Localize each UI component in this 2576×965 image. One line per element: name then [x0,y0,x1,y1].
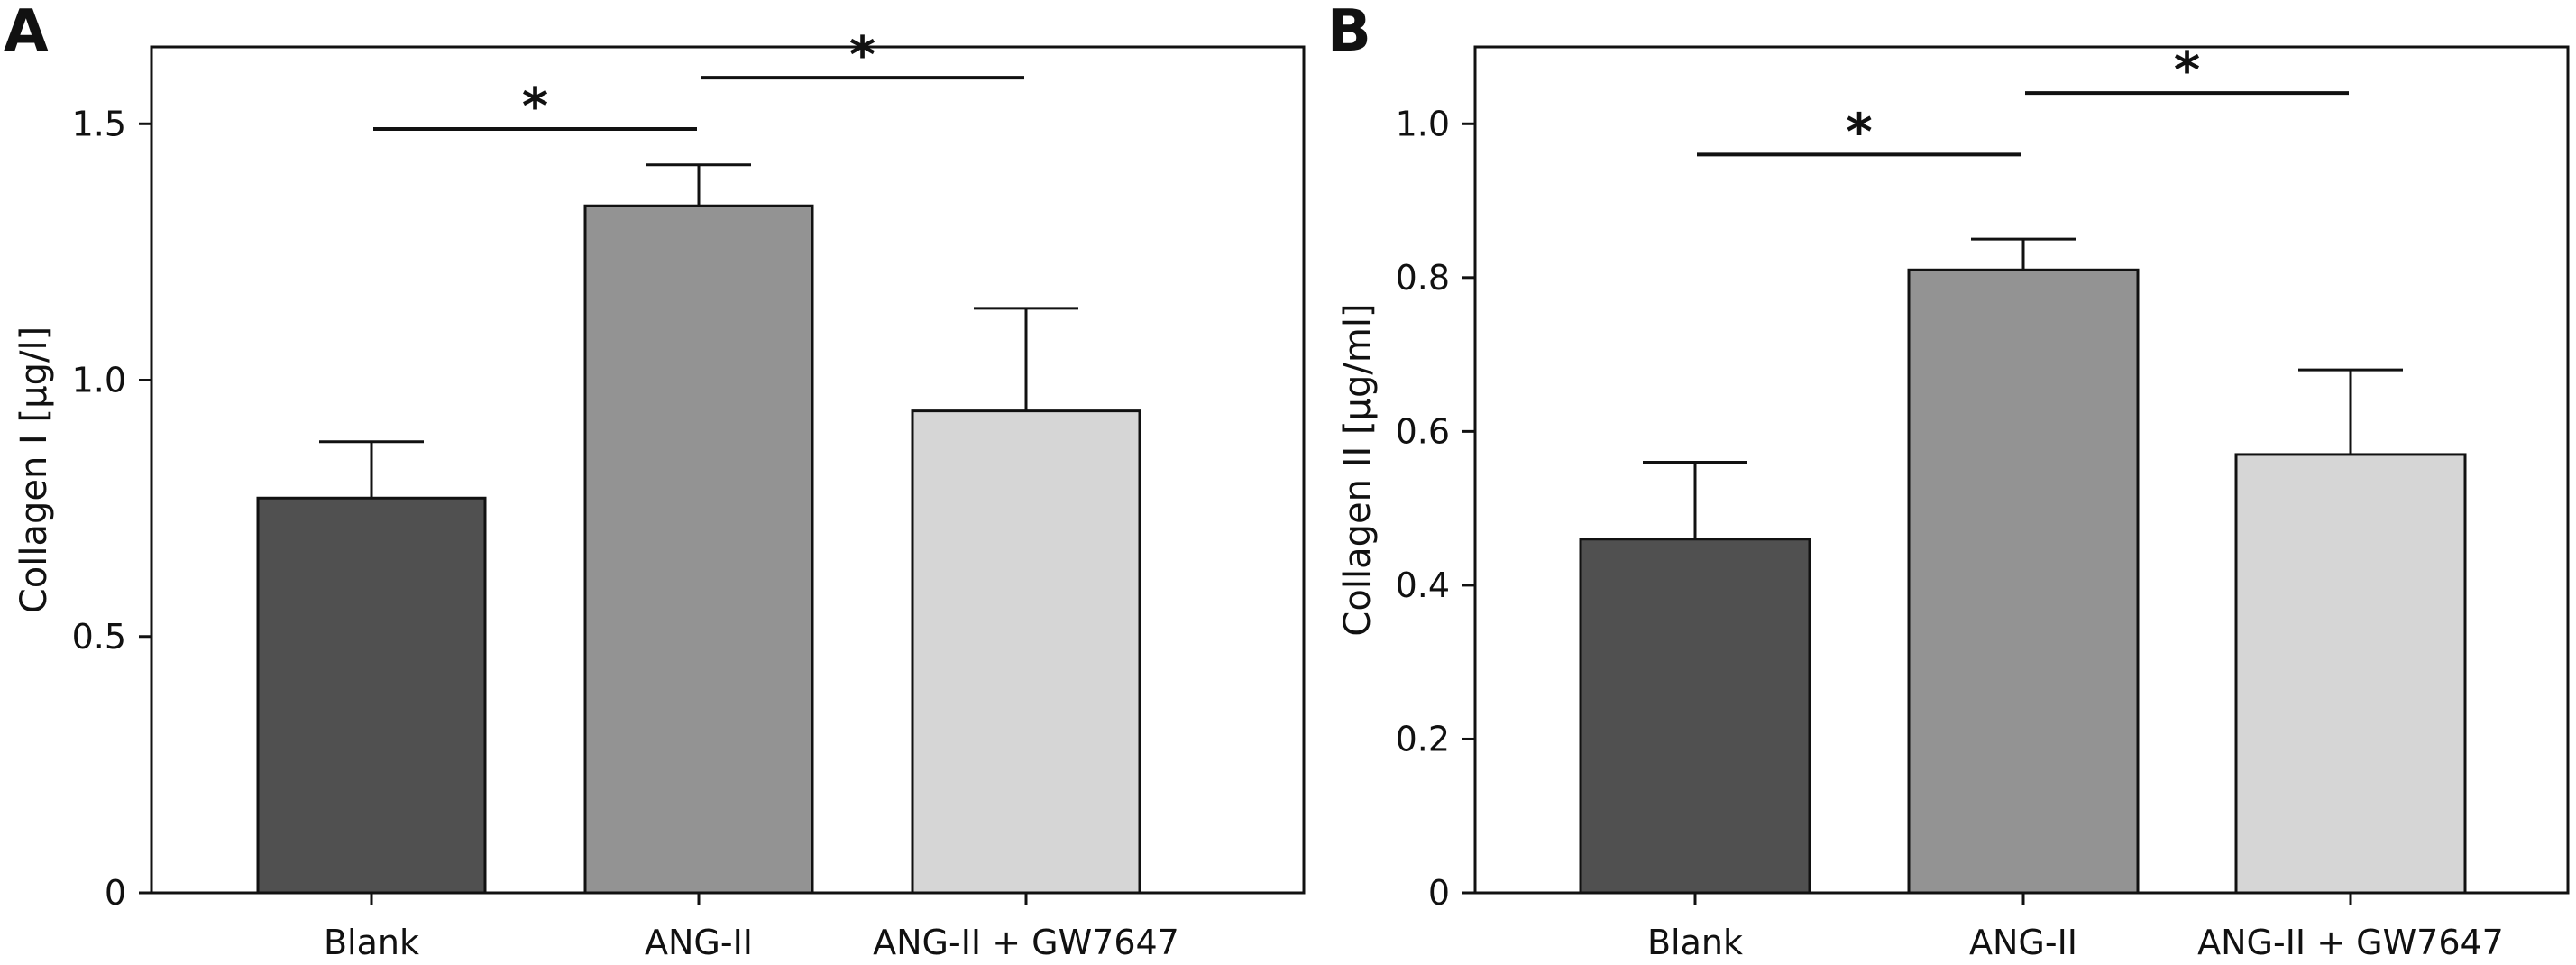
bar [2234,453,2467,895]
x-tick-label: ANG-II [1969,923,2077,962]
bar [1579,538,1811,895]
significance-star: * [522,78,548,136]
significance-star: * [2174,41,2200,100]
panel-letter: A [4,0,49,65]
y-tick-label: 0.6 [1396,411,1450,451]
y-axis-title: Collagen II [µg/ml] [1337,303,1379,636]
significance-star: * [849,26,875,85]
chart-panel-b: B 0 0.2 0.4 0.6 0.8 1.0 Collagen II [µg/ml] Blan… [1327,0,2570,962]
significance-star: * [1846,103,1872,161]
chart-panel-a: A 0 0.5 1.0 1.5 Collagen I [µg/l] Blank ANG-II A… [4,0,1306,962]
y-tick-label: 1.5 [72,104,126,143]
y-tick-label: 1.0 [72,361,126,400]
x-tick-label: Blank [324,923,419,962]
y-tick-label: 0.5 [72,617,126,657]
x-tick-label: ANG-II + GW7647 [2197,923,2504,962]
y-tick-label: 1.0 [1396,104,1450,143]
bar [1907,268,2140,895]
y-tick-label: 0.8 [1396,258,1450,298]
bar [911,409,1141,895]
bar [256,496,487,895]
y-tick-label: 0 [105,873,126,913]
y-tick-label: 0.4 [1396,565,1450,605]
y-axis-title: Collagen I [µg/l] [14,326,55,613]
bar [583,204,814,895]
panel-letter: B [1327,0,1371,65]
x-tick-label: ANG-II + GW7647 [873,923,1179,962]
y-tick-label: 0.2 [1396,719,1450,758]
x-tick-label: Blank [1647,923,1743,962]
y-tick-label: 0 [1428,873,1450,913]
x-tick-label: ANG-II [645,923,753,962]
